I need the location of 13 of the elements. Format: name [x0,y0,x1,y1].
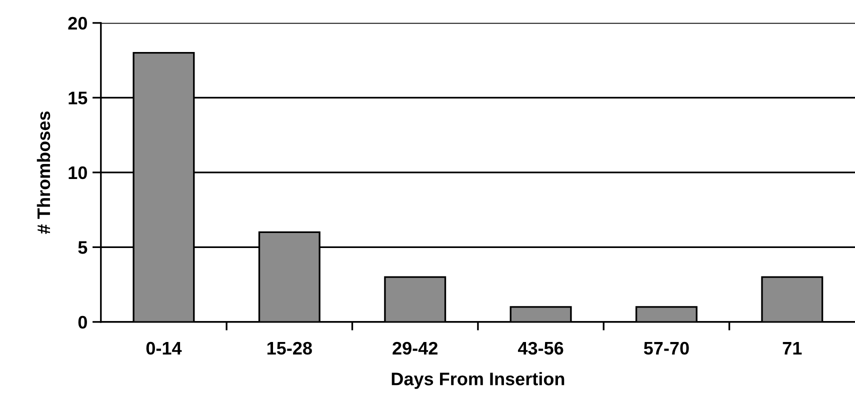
y-tick-label: 10 [68,166,87,180]
y-tick-label: 20 [68,16,87,30]
x-axis-title: Days From Insertion [392,372,564,389]
x-tick-label: 43-56 [518,342,564,355]
y-tick-label: 5 [78,241,88,254]
y-tick-label: 0 [78,316,87,329]
x-tick-label: 15-28 [267,342,312,355]
y-tick-label: 15 [68,92,88,104]
x-tick-label: 0-14 [146,342,182,355]
x-tick-label: 71 [782,342,802,354]
x-tick-label: 57-70 [644,342,689,355]
x-tick-label: 29-42 [392,342,438,355]
y-axis-title: # Thromboses [36,111,50,234]
